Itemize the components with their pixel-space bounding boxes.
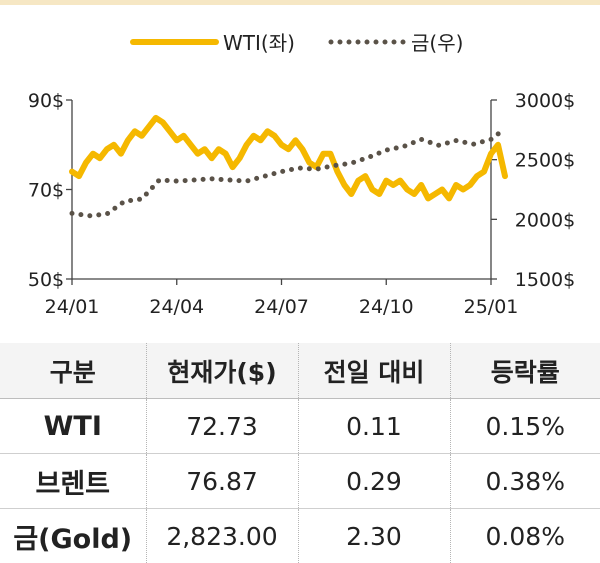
y-left-tick-label: 90$ <box>28 90 64 112</box>
cell-price: 72.73 <box>146 399 298 454</box>
row-label-wti: WTI <box>0 399 146 454</box>
y-left-tick-label: 70$ <box>28 180 64 202</box>
x-tick-label: 24/04 <box>149 296 204 318</box>
table-row: WTI 72.73 0.11 0.15% <box>0 399 600 454</box>
gold-series-line <box>72 129 505 216</box>
x-tick-label: 24/01 <box>45 296 100 318</box>
cell-rate: 0.38% <box>450 454 600 509</box>
chart-svg: 90$ 70$ 50$ 3000$ 2500$ 2000$ 1500$ 24/01 24/04 2… <box>0 0 600 335</box>
y-right-tick-label: 2500$ <box>515 150 575 172</box>
cell-change: 0.29 <box>298 454 450 509</box>
x-tick-label: 24/07 <box>254 296 309 318</box>
wti-series-line <box>72 118 505 198</box>
header-change: 전일 대비 <box>298 343 450 399</box>
table-row: 브렌트 76.87 0.29 0.38% <box>0 454 600 509</box>
y-right-tick-label: 1500$ <box>515 269 575 291</box>
x-tick-label: 24/10 <box>359 296 414 318</box>
y-left-tick-label: 50$ <box>28 269 64 291</box>
price-table: 구분 현재가($) 전일 대비 등락률 WTI 72.73 0.11 0.15%… <box>0 343 600 563</box>
cell-price: 2,823.00 <box>146 509 298 563</box>
y-right-tick-label: 3000$ <box>515 90 575 112</box>
cell-change: 2.30 <box>298 509 450 563</box>
row-label-gold: 금(Gold) <box>0 509 146 563</box>
cell-price: 76.87 <box>146 454 298 509</box>
header-category: 구분 <box>0 343 146 399</box>
table-row: 금(Gold) 2,823.00 2.30 0.08% <box>0 509 600 563</box>
header-change-rate: 등락률 <box>450 343 600 399</box>
y-right-tick-label: 2000$ <box>515 209 575 231</box>
row-label-brent: 브렌트 <box>0 454 146 509</box>
cell-rate: 0.15% <box>450 399 600 454</box>
cell-change: 0.11 <box>298 399 450 454</box>
x-tick-label: 25/01 <box>464 296 519 318</box>
legend-gold-label: 금(우) <box>411 31 463 55</box>
cell-rate: 0.08% <box>450 509 600 563</box>
legend-wti-label: WTI(좌) <box>223 31 295 55</box>
table-header-row: 구분 현재가($) 전일 대비 등락률 <box>0 343 600 399</box>
header-current-price: 현재가($) <box>146 343 298 399</box>
price-chart: 90$ 70$ 50$ 3000$ 2500$ 2000$ 1500$ 24/01 24/04 2… <box>0 0 600 335</box>
